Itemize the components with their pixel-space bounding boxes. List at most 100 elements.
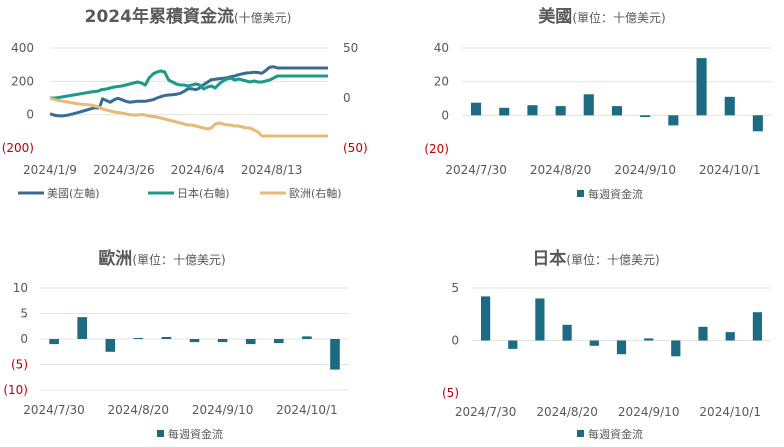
bar — [555, 106, 566, 116]
y-axis-tick: 0 — [20, 332, 28, 346]
bar — [644, 338, 654, 341]
bar — [583, 94, 594, 116]
line-chart-title-sub: (十億美元) — [234, 11, 291, 25]
y-axis-tick: 10 — [13, 281, 28, 295]
bar — [616, 340, 627, 355]
bar — [752, 115, 763, 132]
legend-label: 歐洲(右軸) — [289, 186, 342, 200]
bar — [330, 339, 340, 370]
x-axis-tick: 2024/10/1 — [699, 405, 761, 419]
cumulative-flow-svg: 2024年累積資金流(十億美元) 400 200 0 (200) 50 0 (50) 2024/… — [2, 6, 368, 200]
legend-label: 每週資金流 — [588, 427, 643, 441]
europe-weekly-flow-svg: 歐洲(單位：十億美元) 10 5 0 (5) (10) 2024/7/30 2024/8/20… — [3, 248, 349, 441]
bar — [133, 338, 144, 339]
x-axis-tick: 2024/7/30 — [23, 403, 85, 417]
bar-chart-title-main: 美國 — [538, 6, 572, 27]
y-axis-tick: (5) — [442, 386, 459, 400]
us-weekly-flow-svg: 美國(單位：十億美元) 40 20 0 (20) 2024/7/30 2024/8/20 20… — [424, 6, 772, 201]
line-chart-title-main: 2024年累積資金流 — [85, 6, 234, 27]
bar-chart-title: 日本(單位：十億美元) — [532, 248, 659, 269]
bar — [725, 332, 735, 341]
bar — [161, 337, 172, 339]
x-axis-tick: 2024/7/30 — [455, 405, 517, 419]
line-chart-title: 2024年累積資金流(十億美元) — [85, 6, 292, 27]
x-axis-tick: 2024/10/1 — [276, 403, 338, 417]
bar — [49, 339, 59, 345]
japan-weekly-flow-svg: 日本(單位：十億美元) 5 0 (5) 2024/7/30 2024/8/20 2024/9… — [442, 248, 771, 441]
x-axis-tick: 2024/9/10 — [614, 163, 676, 177]
y-axis-tick: (20) — [424, 142, 449, 156]
x-axis-tick: 2024/9/10 — [618, 405, 680, 419]
bar — [245, 339, 256, 345]
bar — [471, 102, 482, 116]
y-axis-tick: 0 — [451, 334, 459, 348]
legend-swatch — [577, 430, 584, 437]
legend-label: 美國(左軸) — [47, 186, 100, 200]
left-axis-tick: (200) — [2, 141, 34, 155]
bar — [611, 106, 622, 116]
bar-chart-title-main: 歐洲 — [98, 248, 132, 269]
bar — [640, 115, 651, 117]
bar — [527, 105, 538, 116]
legend-swatch — [157, 430, 164, 437]
bar — [668, 115, 679, 126]
legend-label: 日本(右軸) — [177, 186, 230, 200]
bar-chart-title-sub: (單位：十億美元) — [566, 252, 659, 267]
y-axis-tick: (10) — [3, 383, 28, 397]
bar — [217, 339, 228, 343]
series-line — [49, 96, 328, 138]
europe-weekly-flow-chart: 歐洲(單位：十億美元) 10 5 0 (5) (10) 2024/7/30 2024/8/20… — [0, 238, 392, 447]
right-axis-tick: 50 — [343, 41, 358, 55]
bar-chart-title-sub: (單位：十億美元) — [572, 10, 665, 25]
y-axis-tick: 5 — [451, 281, 459, 295]
bar — [589, 340, 599, 346]
series-line — [49, 65, 328, 118]
x-axis-tick: 2024/3/26 — [93, 163, 155, 177]
x-axis-tick: 2024/9/10 — [192, 403, 254, 417]
x-axis-tick: 2024/8/20 — [530, 163, 592, 177]
cumulative-flow-chart: 2024年累積資金流(十億美元) 400 200 0 (200) 50 0 (50) 2024/… — [0, 0, 392, 215]
right-axis-tick: (50) — [343, 141, 368, 155]
y-axis-tick: 0 — [441, 108, 449, 122]
bar — [752, 312, 762, 341]
bar — [671, 340, 681, 357]
bar — [105, 339, 116, 352]
bar-chart-title: 歐洲(單位：十億美元) — [98, 248, 225, 269]
bar — [481, 296, 491, 341]
bar — [696, 58, 707, 116]
bar — [302, 336, 312, 339]
bar — [724, 96, 735, 116]
x-axis-tick: 2024/6/4 — [171, 163, 225, 177]
x-axis-tick: 2024/8/13 — [241, 163, 303, 177]
bar — [77, 317, 87, 339]
bar — [189, 339, 200, 343]
bar — [535, 298, 545, 341]
us-weekly-flow-chart: 美國(單位：十億美元) 40 20 0 (20) 2024/7/30 2024/8/20 20… — [392, 0, 784, 215]
y-axis-tick: 20 — [434, 75, 449, 89]
series-line — [50, 69, 328, 100]
y-axis-tick: (5) — [11, 358, 28, 372]
legend-label: 每週資金流 — [168, 427, 223, 441]
x-axis-tick: 2024/8/20 — [108, 403, 170, 417]
left-axis-tick: 0 — [26, 108, 34, 122]
bar — [499, 107, 510, 116]
right-axis-tick: 0 — [343, 91, 351, 105]
bar — [274, 339, 284, 344]
legend-swatch — [577, 190, 584, 197]
bar-chart-title-sub: (單位：十億美元) — [132, 252, 225, 267]
bar — [562, 324, 572, 341]
left-axis-tick: 400 — [11, 41, 34, 55]
bar-chart-title: 美國(單位：十億美元) — [538, 6, 665, 27]
legend-label: 每週資金流 — [588, 187, 643, 201]
x-axis-tick: 2024/1/9 — [23, 163, 77, 177]
bar-chart-title-main: 日本 — [532, 248, 566, 269]
x-axis-tick: 2024/7/30 — [445, 163, 507, 177]
bar — [698, 326, 708, 341]
bar — [508, 340, 518, 349]
left-axis-tick: 200 — [11, 74, 34, 88]
japan-weekly-flow-chart: 日本(單位：十億美元) 5 0 (5) 2024/7/30 2024/8/20 2024/9… — [392, 238, 784, 447]
y-axis-tick: 40 — [434, 41, 449, 55]
y-axis-tick: 5 — [20, 307, 28, 321]
x-axis-tick: 2024/8/20 — [536, 405, 598, 419]
x-axis-tick: 2024/10/1 — [699, 163, 761, 177]
